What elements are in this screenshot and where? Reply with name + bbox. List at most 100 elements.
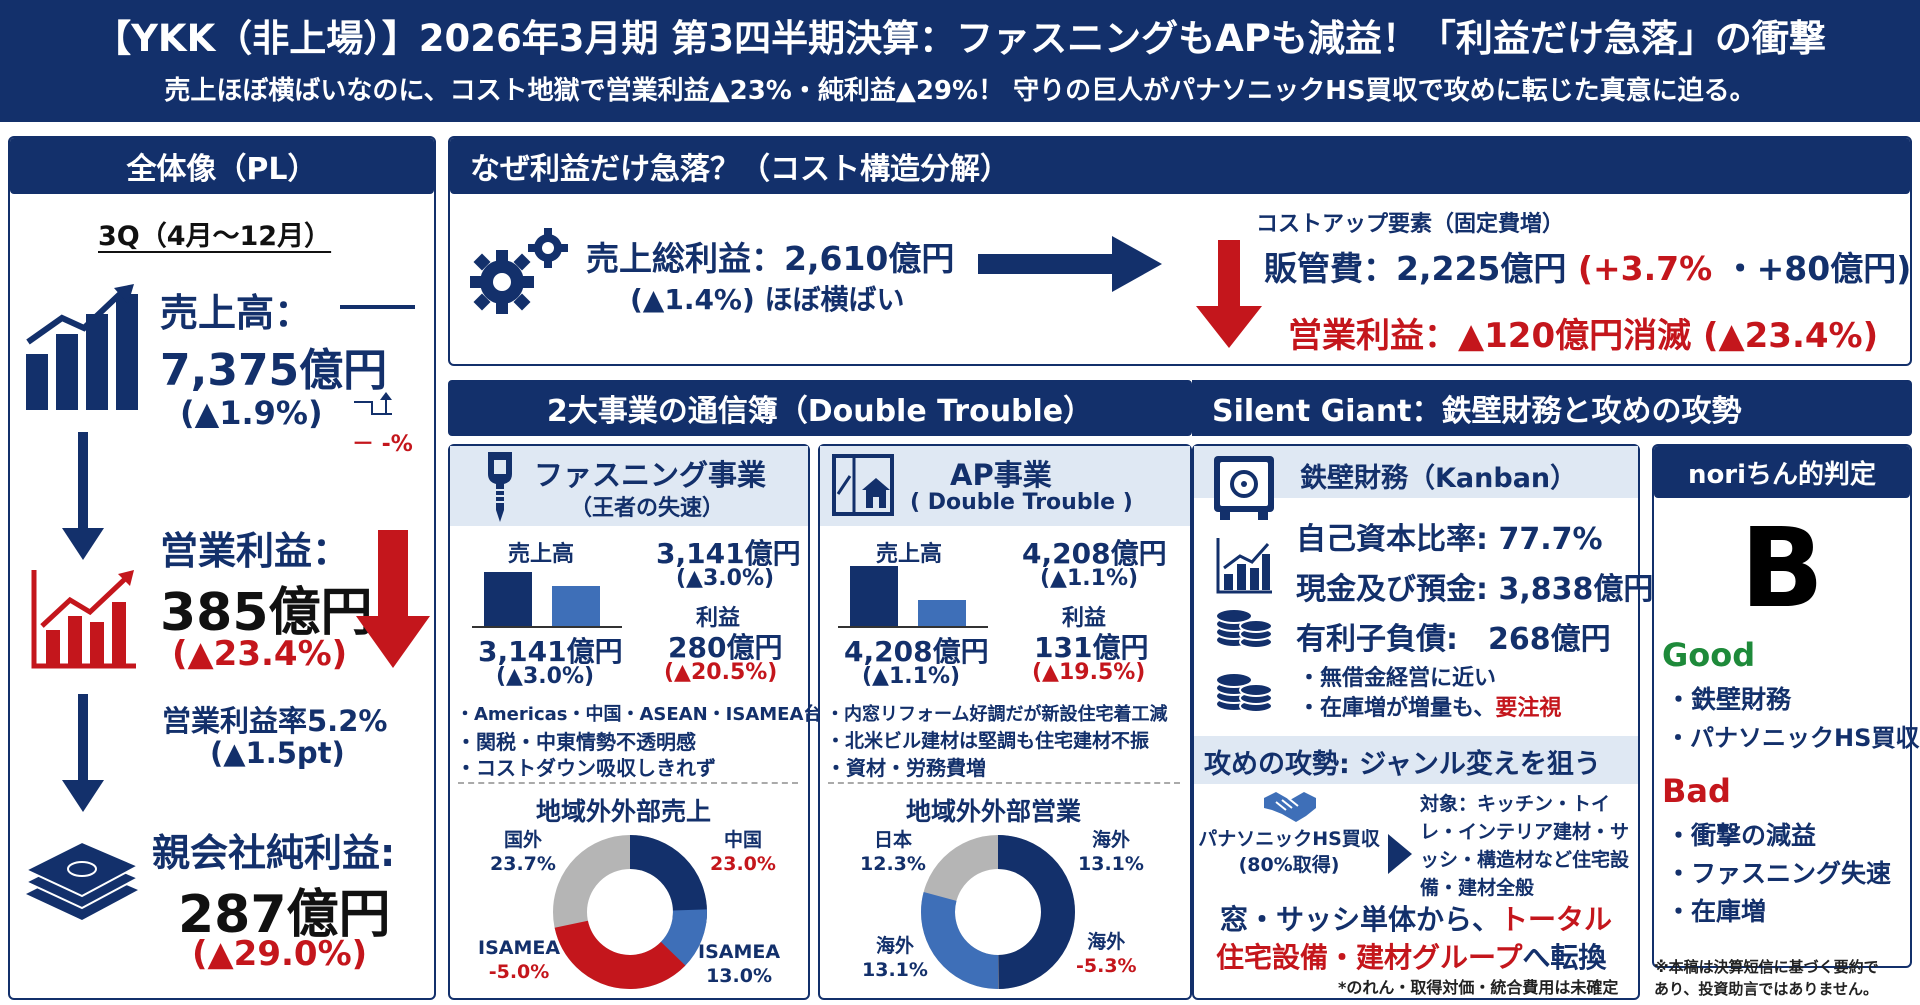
fastening-bullet-3: ・コストダウン吸収しきれず	[456, 756, 716, 780]
ap-profit-change: (▲19.5%)	[1032, 660, 1146, 685]
fastening-bar-prior	[484, 572, 532, 626]
page-title: 【YKK（非上場）】2026年3月期 第3四半期決算：ファスニングもAPも減益！…	[94, 17, 1826, 60]
pl-sales-value: 7,375億円	[160, 345, 388, 396]
pl-mini-label: － -%	[352, 432, 413, 457]
cost-sga-row: 販管費：2,225億円 (+3.7% ・+80億円)	[1264, 242, 1911, 290]
bar-chart-icon	[1216, 538, 1272, 594]
ap-bullet-2: ・北米ビル建材は堅調も住宅建材不振	[826, 730, 1150, 752]
growth-chart-icon	[26, 284, 138, 410]
pl-sales-label: 売上高：	[160, 291, 313, 335]
verdict-bad-2: ・ファスニング失速	[1666, 859, 1892, 888]
finance-note-1: ・無借金経営に近い	[1298, 666, 1497, 691]
cost-op-text: 営業利益：▲120億円消滅 (▲23.4%)	[1288, 316, 1879, 356]
fastening-profit-value: 280億円	[668, 631, 783, 664]
verdict-card	[1652, 444, 1912, 968]
ap-name: AP事業	[950, 458, 1052, 492]
cost-sga-amount: ・+80億円)	[1723, 249, 1912, 288]
fastening-donut-label-3: ISAMEA -5.0%	[478, 937, 561, 983]
flow-down-arrow-icon	[62, 432, 104, 560]
ap-sub: ( Double Trouble )	[910, 490, 1133, 515]
zipper-icon	[488, 452, 512, 522]
cost-sga-change: (+3.7%	[1577, 249, 1713, 288]
biz-panel-title: 2大事業の通信簿（Double Trouble）	[448, 380, 1192, 436]
fastening-sales-label: 売上高	[508, 542, 575, 567]
ap-bullet-1: ・内窓リフォーム好調だが新設住宅着工減	[826, 704, 1168, 725]
profit-chart-icon	[31, 570, 136, 669]
finance-note-2: ・在庫増が増量も、要注視	[1298, 696, 1562, 721]
attack-deal: パナソニックHS買収 (80%取得)	[1198, 828, 1380, 876]
ap-donut-label-4: 海外 -5.3%	[1076, 931, 1137, 977]
ap-divider	[828, 782, 1180, 784]
ap-bar-current	[918, 600, 966, 626]
pl-op-label: 営業利益：	[160, 529, 351, 573]
finance-title: 鉄壁財務（Kanban）	[1300, 463, 1578, 494]
sales-flat-line	[340, 305, 415, 309]
cost-gross-label: 売上総利益：2,610億円	[586, 239, 955, 278]
attack-shift-line-1: 窓・サッシ単体から、トータル	[1220, 903, 1613, 936]
attack-header	[1194, 736, 1638, 784]
ap-donut-label-1: 日本 12.3%	[860, 829, 926, 875]
window-house-icon	[832, 454, 894, 516]
fastening-bullet-1: ・Americas・中国・ASEAN・ISAMEA台数減	[456, 704, 858, 725]
verdict-good-1: ・鉄壁財務	[1666, 685, 1792, 714]
pl-period: 3Q（4月～12月）	[98, 221, 332, 252]
finance-cash: 現金及び預金: 3,838億円	[1296, 572, 1654, 607]
verdict-good-label: Good	[1662, 636, 1756, 674]
ap-sales-label: 売上高	[876, 542, 943, 567]
safe-icon	[1214, 456, 1274, 520]
fastening-sub: （王者の失速）	[570, 496, 725, 521]
fastening-donut-chart	[553, 835, 707, 989]
fastening-name: ファスニング事業	[534, 458, 767, 492]
fastening-divider	[458, 782, 798, 784]
cost-panel-title: なぜ利益だけ急落？（コスト構造分解）	[450, 138, 1910, 194]
coins-stack-icon	[1215, 672, 1273, 713]
attack-shift-line-2: 住宅設備・建材グループへ転換	[1216, 941, 1607, 974]
pl-margin-label: 営業利益率5.2%	[162, 704, 388, 738]
ap-bar-change: (▲1.1%)	[862, 664, 961, 689]
fastening-chart-title: 地域外外部売上	[536, 797, 712, 826]
finance-card	[1192, 444, 1640, 1000]
verdict-title-bar: noriちん的判定	[1654, 446, 1910, 498]
verdict-disclaimer-2: あり、投資助言ではありません。	[1654, 980, 1878, 998]
pl-net-label: 親会社純利益:	[152, 831, 396, 875]
fastening-bar-current	[552, 586, 600, 626]
small-trend-icon	[354, 392, 392, 415]
verdict-good-2: ・パナソニックHS買収	[1666, 724, 1920, 752]
fastening-donut-label-2: 中国 23.0%	[710, 829, 776, 875]
verdict-grade: B	[1740, 504, 1824, 632]
verdict-bad-label: Bad	[1662, 772, 1731, 810]
fastening-bar-axis	[472, 626, 622, 628]
ap-donut-seg-overseas	[921, 835, 1075, 989]
ap-donut-chart	[921, 835, 1075, 989]
fastening-bar-value: 3,141億円	[478, 635, 623, 668]
ap-bar-axis	[838, 626, 988, 628]
pl-op-change: (▲23.4%)	[172, 634, 348, 674]
ap-donut-label-3: 海外 13.1%	[862, 935, 928, 981]
giant-panel-title: Silent Giant：鉄壁財務と攻めの攻勢	[1192, 380, 1912, 436]
ap-profit-value: 131億円	[1034, 631, 1149, 664]
money-stack-icon	[23, 840, 141, 920]
ap-sales-change: (▲1.1%)	[1040, 566, 1139, 591]
ap-sales-value: 4,208億円	[1022, 537, 1167, 570]
ap-donut-label-2: 海外 13.1%	[1078, 829, 1144, 875]
ap-donut-seg-overseas-2	[921, 835, 1075, 989]
ap-bar-value: 4,208億円	[844, 635, 989, 668]
verdict-bad-1: ・衝撃の減益	[1666, 821, 1817, 850]
cost-down-arrow-icon	[1196, 240, 1262, 348]
handshake-icon	[1264, 792, 1316, 822]
page-subtitle: 売上ほぼ横ばいなのに、コスト地獄で営業利益▲23%・純利益▲29%！ 守りの巨人…	[164, 76, 1756, 106]
pl-panel-title: 全体像（PL）	[10, 138, 434, 194]
fastening-sales-value: 3,141億円	[656, 537, 801, 570]
cost-gross-change: (▲1.4%) ほぼ横ばい	[630, 283, 905, 316]
ap-profit-label: 利益	[1062, 606, 1107, 631]
fastening-donut-label-4: ISAMEA 13.0%	[698, 941, 781, 987]
header-banner: 【YKK（非上場）】2026年3月期 第3四半期決算：ファスニングもAPも減益！…	[0, 0, 1920, 122]
cost-up-label: コストアップ要素（固定費増）	[1256, 212, 1565, 237]
pl-sales-change: (▲1.9%)	[180, 394, 323, 432]
finance-debt: 有利子負債: 268億円	[1296, 622, 1611, 657]
gears-icon	[470, 228, 568, 314]
right-triangle-icon	[1388, 834, 1412, 874]
attack-target: 対象：キッチン・トイレ・インテリア建材・サッシ・構造材など住宅設備・建材全般	[1420, 793, 1630, 899]
attack-footnote: *のれん・取得対価・統合費用は未確定	[1338, 978, 1619, 997]
fastening-sales-change: (▲3.0%)	[676, 566, 775, 591]
